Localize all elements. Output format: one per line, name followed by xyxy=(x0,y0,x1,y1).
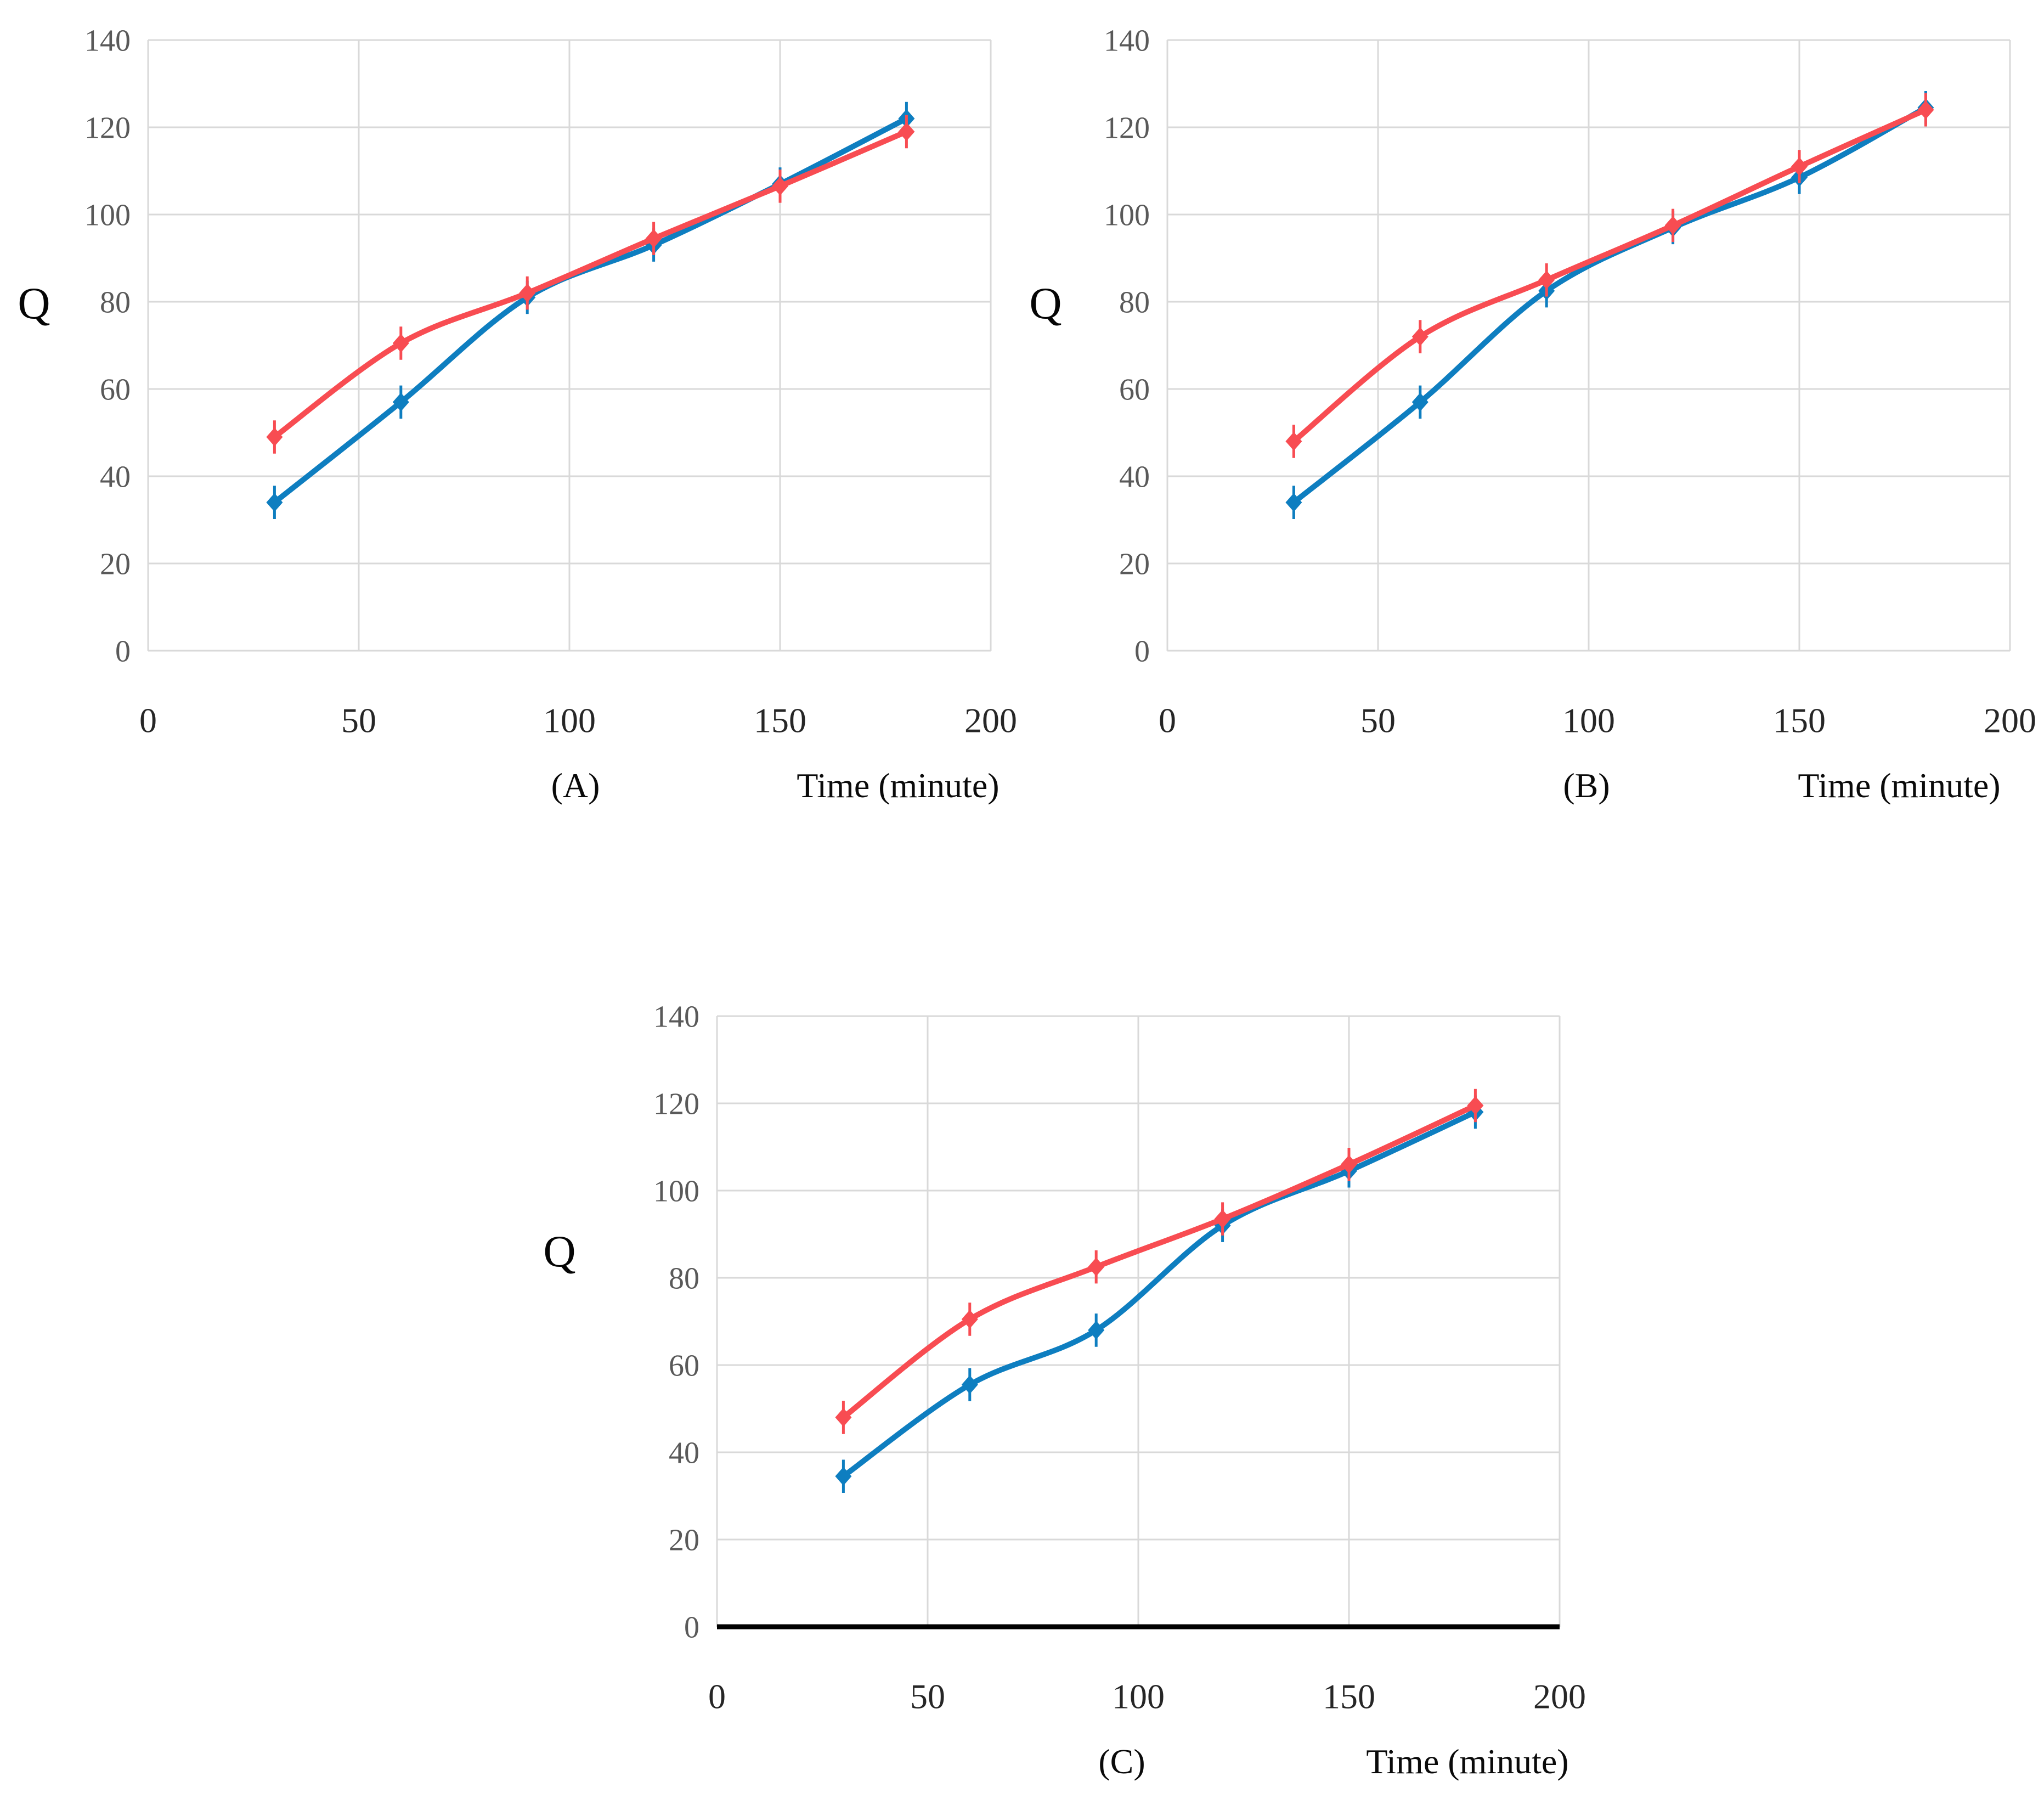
chart-A: 0 20 40 60 80 100 120 140 0 50 100 150 200 Q (A) Tim… xyxy=(18,24,1017,805)
y-tick-label-C-40: 40 xyxy=(669,1436,699,1470)
x-tick-label-B-100: 100 xyxy=(1562,701,1615,740)
y-tick-label-A-0: 0 xyxy=(115,635,131,669)
y-axis-title-A: Q xyxy=(18,278,50,328)
y-tick-label-C-100: 100 xyxy=(653,1175,699,1209)
blue-series-marker-A-60 xyxy=(392,392,409,411)
y-tick-label-A-20: 20 xyxy=(100,548,131,582)
red-series-marker-C-60 xyxy=(961,1310,978,1329)
y-tick-label-A-120: 120 xyxy=(84,111,131,145)
red-series-marker-B-30 xyxy=(1285,432,1302,451)
y-tick-label-B-20: 20 xyxy=(1119,548,1150,582)
red-series-marker-A-180 xyxy=(898,122,915,141)
chart-C: 0 20 40 60 80 100 120 140 0 50 100 150 200 Q (C) Tim… xyxy=(543,1000,1586,1781)
red-series-marker-A-60 xyxy=(392,334,409,353)
blue-series-marker-C-90 xyxy=(1088,1321,1105,1340)
caption-A: (A) xyxy=(551,766,600,805)
y-tick-label-B-100: 100 xyxy=(1104,199,1150,233)
caption-B: (B) xyxy=(1563,766,1610,805)
red-series-line-B xyxy=(1291,107,1929,444)
y-tick-label-A-140: 140 xyxy=(84,24,131,58)
x-tick-label-A-50: 50 xyxy=(341,701,376,740)
red-series-marker-C-90 xyxy=(1088,1258,1105,1277)
red-series-line-C xyxy=(840,1103,1478,1420)
x-tick-label-C-0: 0 xyxy=(708,1677,726,1716)
x-tick-label-C-50: 50 xyxy=(910,1677,945,1716)
blue-series-marker-B-60 xyxy=(1411,392,1428,411)
x-tick-label-A-0: 0 xyxy=(139,701,157,740)
x-tick-label-B-150: 150 xyxy=(1773,701,1826,740)
plot-area-C: 0 20 40 60 80 100 120 140 0 50 100 150 200 xyxy=(653,1000,1586,1716)
blue-series-marker-C-60 xyxy=(961,1375,978,1394)
y-tick-label-C-60: 60 xyxy=(669,1349,699,1383)
y-tick-label-A-60: 60 xyxy=(100,373,131,407)
y-tick-label-B-80: 80 xyxy=(1119,286,1150,320)
y-tick-label-A-40: 40 xyxy=(100,460,131,494)
x-axis-title-C: Time (minute) xyxy=(1366,1742,1568,1781)
red-series-marker-A-120 xyxy=(645,229,662,248)
red-series-marker-C-150 xyxy=(1341,1155,1357,1174)
plot-area-B: 0 20 40 60 80 100 120 140 0 50 100 150 200 xyxy=(1104,24,2036,740)
y-axis-title-B: Q xyxy=(1029,278,1061,328)
y-tick-label-B-60: 60 xyxy=(1119,373,1150,407)
x-tick-label-A-100: 100 xyxy=(543,701,596,740)
y-tick-label-A-100: 100 xyxy=(84,199,131,233)
y-tick-label-C-120: 120 xyxy=(653,1087,699,1121)
y-tick-label-B-0: 0 xyxy=(1134,635,1150,669)
red-series-line-A xyxy=(272,129,910,440)
y-tick-label-C-80: 80 xyxy=(669,1262,699,1296)
x-tick-label-C-150: 150 xyxy=(1323,1677,1375,1716)
plot-area-A: 0 20 40 60 80 100 120 140 0 50 100 150 200 xyxy=(84,24,1017,740)
red-series-marker-A-30 xyxy=(266,427,283,447)
red-series-marker-B-150 xyxy=(1791,157,1808,176)
y-axis-title-C: Q xyxy=(543,1226,575,1276)
red-series-marker-C-30 xyxy=(835,1408,852,1427)
x-tick-label-A-200: 200 xyxy=(964,701,1017,740)
blue-series-marker-C-30 xyxy=(835,1467,852,1486)
y-tick-label-C-20: 20 xyxy=(669,1524,699,1558)
caption-C: (C) xyxy=(1098,1742,1145,1781)
red-series-marker-A-90 xyxy=(519,284,536,303)
red-series-marker-B-60 xyxy=(1411,327,1428,346)
x-tick-label-B-50: 50 xyxy=(1360,701,1396,740)
blue-series-line-C xyxy=(840,1109,1478,1479)
red-series-marker-B-120 xyxy=(1664,216,1681,235)
blue-series-marker-B-30 xyxy=(1285,493,1302,512)
chart-B: 0 20 40 60 80 100 120 140 0 50 100 150 200 Q (B) Tim… xyxy=(1029,24,2036,805)
red-series-marker-B-180 xyxy=(1917,100,1934,120)
y-tick-label-B-120: 120 xyxy=(1104,111,1150,145)
y-tick-label-A-80: 80 xyxy=(100,286,131,320)
x-tick-label-C-200: 200 xyxy=(1533,1677,1586,1716)
x-axis-title-B: Time (minute) xyxy=(1798,766,2000,805)
red-series-marker-B-90 xyxy=(1538,270,1555,290)
y-tick-label-C-0: 0 xyxy=(684,1611,699,1645)
y-tick-label-C-140: 140 xyxy=(653,1000,699,1034)
red-series-marker-C-120 xyxy=(1214,1209,1231,1228)
x-axis-title-A: Time (minute) xyxy=(797,766,999,805)
red-series-marker-A-150 xyxy=(772,177,788,196)
blue-series-marker-A-30 xyxy=(266,493,283,512)
y-tick-label-B-140: 140 xyxy=(1104,24,1150,58)
x-tick-label-B-0: 0 xyxy=(1159,701,1176,740)
blue-series-line-A xyxy=(272,116,910,505)
x-tick-label-A-150: 150 xyxy=(754,701,806,740)
y-tick-label-B-40: 40 xyxy=(1119,460,1150,494)
x-tick-label-C-100: 100 xyxy=(1112,1677,1165,1716)
blue-series-line-B xyxy=(1291,105,1929,505)
x-tick-label-B-200: 200 xyxy=(1984,701,2036,740)
red-series-marker-C-180 xyxy=(1467,1096,1484,1115)
